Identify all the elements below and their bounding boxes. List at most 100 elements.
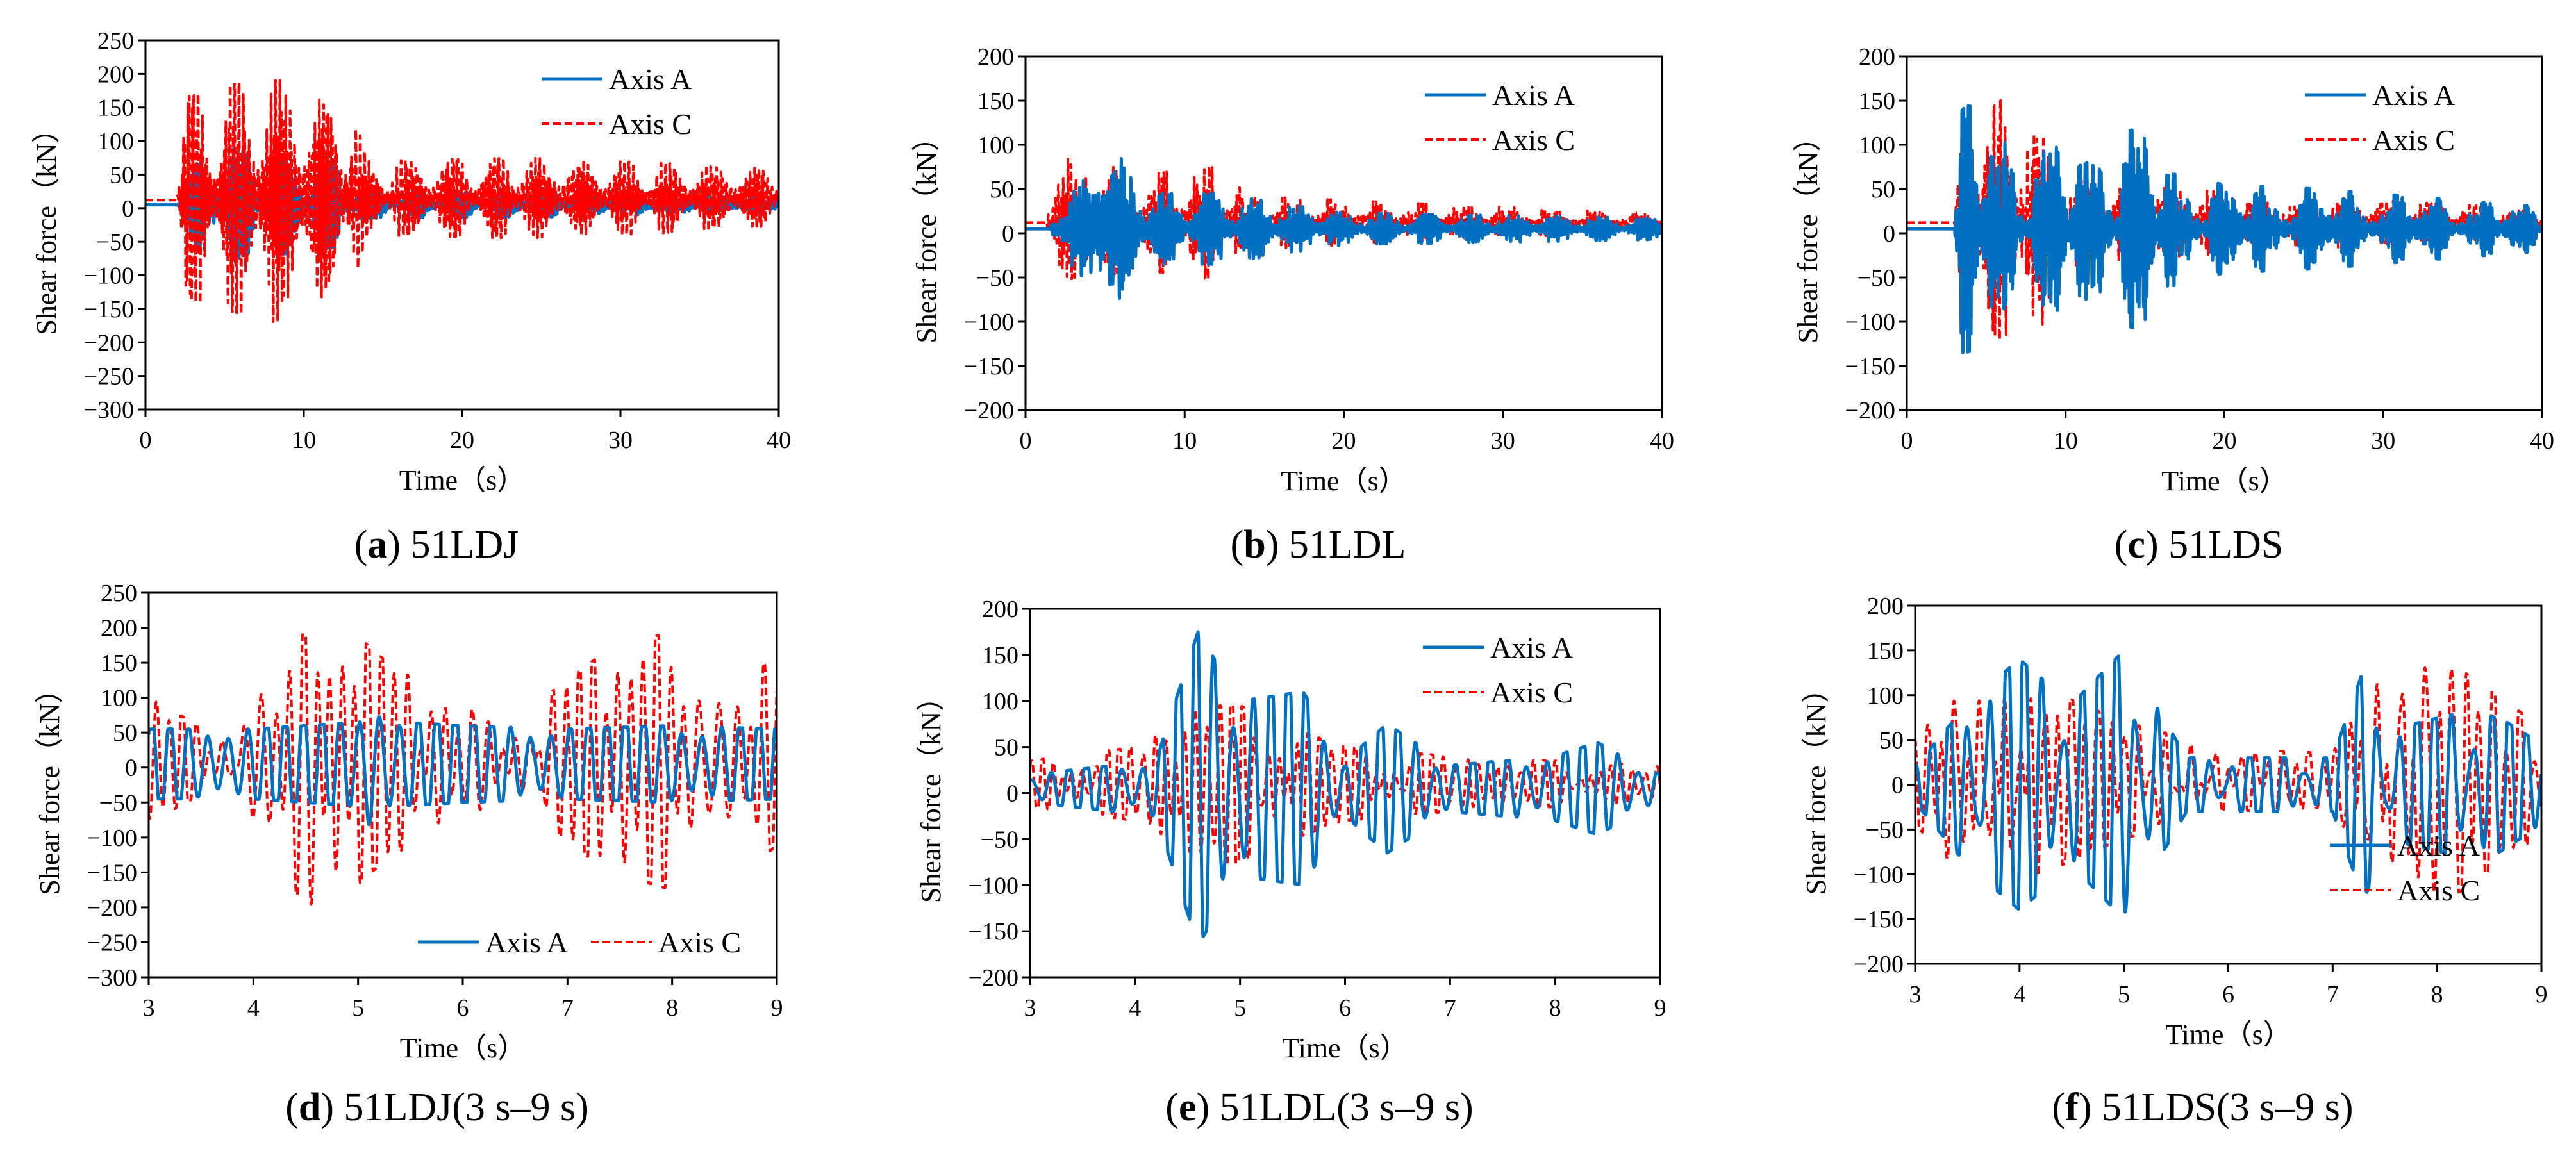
y-tick-label: −100	[1854, 861, 1904, 888]
y-tick-label: 100	[982, 688, 1018, 715]
y-axis-label: Shear force（kN）	[915, 683, 947, 903]
y-tick-label: 50	[110, 161, 134, 188]
x-tick-label: 9	[1654, 995, 1666, 1022]
caption-paren: (	[1231, 523, 1244, 567]
y-tick-label: −200	[1854, 951, 1904, 978]
y-tick-label: 50	[1879, 727, 1904, 754]
caption-text: 51LDJ(3 s–9 s)	[334, 1086, 589, 1129]
caption-paren: )	[1196, 1086, 1209, 1129]
y-tick-label: 100	[101, 685, 137, 712]
y-tick-label: −50	[981, 826, 1018, 853]
panel-a: −300 −250 −200 −150 −100 −50 0 50 100 150 200 250 0 1…	[31, 28, 791, 567]
caption-paren: (	[2052, 1086, 2065, 1129]
x-tick-label: 4	[247, 995, 260, 1022]
legend-label-axis-c: Axis C	[658, 926, 741, 959]
legend-label-axis-a: Axis A	[609, 63, 692, 95]
y-tick-label: −100	[84, 263, 134, 290]
series-line-axis-c	[149, 633, 777, 906]
caption-text: 51LDL(3 s–9 s)	[1209, 1086, 1474, 1129]
y-tick-label: 150	[1867, 638, 1904, 665]
y-tick-label: 200	[1867, 593, 1904, 620]
x-axis-label: Time（s）	[1282, 1032, 1408, 1064]
x-tick-label: 5	[1234, 995, 1246, 1022]
y-tick-label: −50	[976, 265, 1014, 292]
caption-paren: (	[354, 523, 368, 567]
caption-paren: (	[2115, 523, 2128, 567]
x-tick-label: 8	[1549, 995, 1561, 1022]
y-tick-label: 200	[1859, 44, 1895, 70]
y-tick-label: 250	[97, 28, 134, 54]
panel-b: −200 −150 −100 −50 0 50 100 150 200 0 10 20 30 40 Time…	[911, 44, 1674, 567]
y-axis-label: Shear force（kN）	[34, 675, 65, 895]
legend-label-axis-c: Axis C	[2397, 874, 2480, 907]
x-tick-label: 7	[2327, 981, 2339, 1008]
y-tick-label: −250	[87, 929, 137, 956]
y-axis-label: Shear force（kN）	[31, 115, 62, 335]
y-tick-label: 0	[1006, 781, 1018, 807]
y-tick-label: −200	[964, 397, 1014, 424]
panel-caption: (d) 51LDJ(3 s–9 s)	[285, 1086, 589, 1129]
y-tick-label: 100	[1867, 682, 1904, 709]
y-tick-label: 150	[97, 95, 134, 122]
y-tick-label: 150	[977, 88, 1014, 115]
y-tick-label: 50	[990, 176, 1014, 203]
y-tick-label: 250	[101, 580, 137, 607]
y-tick-label: −100	[87, 825, 137, 852]
panel-caption: (c) 51LDS	[2115, 523, 2283, 567]
x-tick-label: 4	[2013, 981, 2025, 1008]
y-tick-label: 0	[125, 755, 137, 782]
x-axis-label: Time（s）	[400, 1032, 526, 1064]
y-tick-label: −150	[964, 353, 1014, 380]
panel-e: −200 −150 −100 −50 0 50 100 150 200 3 4 5 6 7 8 9 Time（s…	[915, 596, 1666, 1129]
x-tick-label: 10	[292, 427, 316, 454]
x-tick-label: 5	[2118, 981, 2130, 1008]
x-tick-label: 20	[450, 427, 474, 454]
panel-caption: (e) 51LDL(3 s–9 s)	[1165, 1086, 1473, 1129]
legend: Axis A Axis C	[2305, 79, 2455, 156]
legend: Axis A Axis C	[1425, 79, 1575, 156]
y-axis-label: Shear force（kN）	[1800, 675, 1832, 895]
legend: Axis A Axis C	[2330, 829, 2480, 907]
y-tick-label: 200	[101, 615, 137, 642]
x-tick-label: 4	[1129, 995, 1141, 1022]
y-tick-label: −50	[1857, 265, 1895, 292]
x-tick-label: 9	[2536, 981, 2548, 1008]
x-tick-label: 6	[457, 995, 469, 1022]
y-tick-label: −200	[87, 895, 137, 922]
x-tick-label: 0	[140, 427, 152, 454]
y-tick-label: −50	[96, 229, 134, 256]
caption-paren: )	[2079, 1086, 2092, 1129]
x-axis-label: Time（s）	[399, 465, 525, 496]
x-tick-label: 30	[2371, 427, 2395, 454]
y-tick-label: −300	[84, 397, 134, 424]
caption-paren: (	[1165, 1086, 1179, 1129]
legend-label-axis-a: Axis A	[2397, 829, 2480, 862]
panel-caption: (f) 51LDS(3 s–9 s)	[2052, 1086, 2353, 1129]
x-tick-label: 20	[2213, 427, 2237, 454]
series-line-axis-a	[1915, 654, 2541, 914]
caption-letter: e	[1179, 1086, 1197, 1129]
x-tick-label: 30	[608, 427, 633, 454]
panel-caption: (a) 51LDJ	[354, 523, 519, 567]
y-tick-label: 50	[994, 734, 1018, 761]
x-tick-label: 10	[2054, 427, 2078, 454]
y-tick-label: −200	[1845, 397, 1895, 424]
caption-letter: a	[367, 523, 387, 567]
y-tick-label: 200	[97, 61, 134, 88]
x-tick-label: 40	[2530, 427, 2554, 454]
caption-paren: )	[1266, 523, 1279, 567]
x-tick-label: 7	[561, 995, 574, 1022]
legend: Axis A Axis C	[542, 63, 692, 140]
caption-letter: b	[1243, 523, 1265, 567]
series-line-axis-a	[1907, 104, 2542, 354]
caption-paren: )	[387, 523, 401, 567]
x-tick-label: 20	[1332, 427, 1356, 454]
y-tick-label: 100	[97, 128, 134, 155]
y-tick-label: −100	[968, 872, 1018, 899]
legend-label-axis-a: Axis A	[1490, 631, 1573, 664]
caption-paren: )	[2145, 523, 2159, 567]
y-tick-label: −150	[968, 918, 1018, 945]
y-tick-label: −150	[84, 296, 134, 323]
y-tick-label: 150	[101, 650, 137, 677]
y-tick-label: 0	[1883, 220, 1895, 247]
